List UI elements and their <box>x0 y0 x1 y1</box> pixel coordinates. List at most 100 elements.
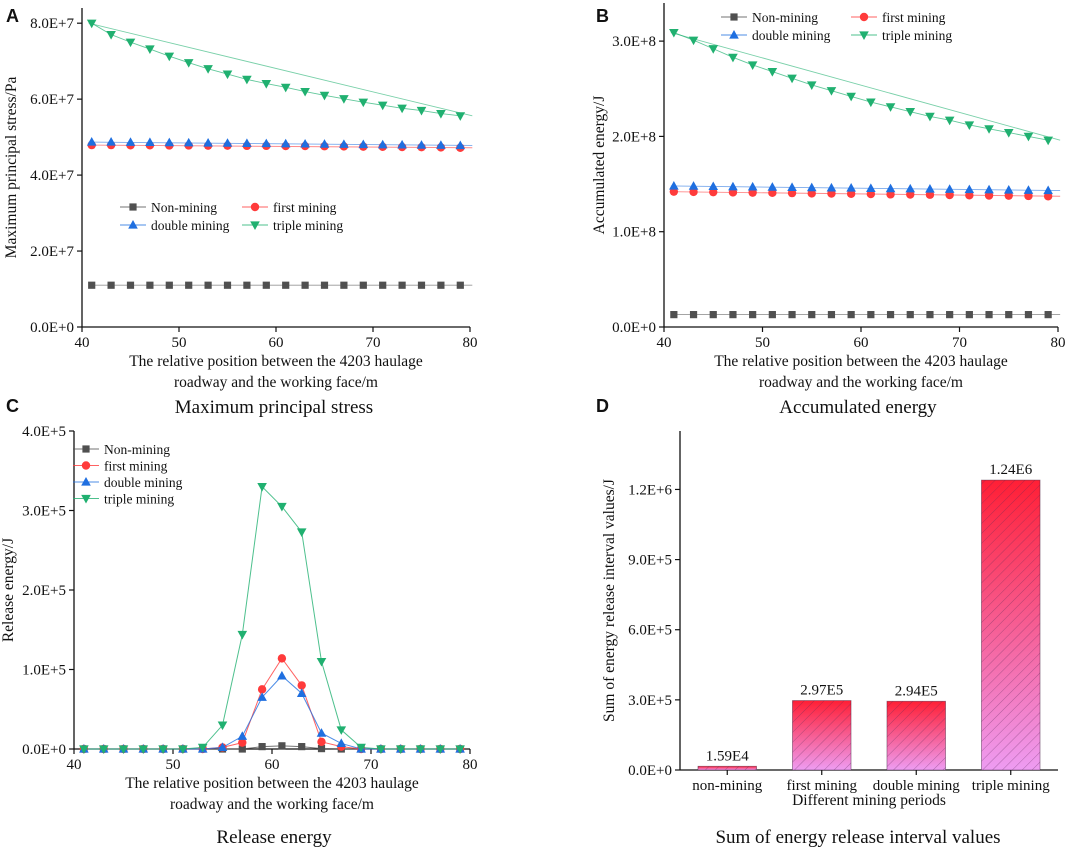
A-y-tick-label: 6.0E+7 <box>30 92 74 108</box>
A-legend-label-double_mining: double mining <box>151 218 230 233</box>
B-point-non_mining <box>1044 311 1052 319</box>
A-legend-label-non_mining: Non-mining <box>151 200 217 215</box>
D-category-label: triple mining <box>972 778 1050 794</box>
C-line-double_mining <box>83 675 461 750</box>
A-y-tick-label: 0.0E+0 <box>30 320 74 336</box>
A-x-tick-label: 80 <box>463 335 478 351</box>
C-point-non_mining <box>317 745 326 753</box>
B-point-double_mining <box>885 183 896 193</box>
D-bar-hatch-2 <box>886 700 946 771</box>
B-y-axis-label: Accumulated energy/J <box>591 96 608 235</box>
B-legend-label-triple_mining: triple mining <box>882 28 952 43</box>
A-point-non_mining <box>165 281 173 289</box>
B-point-non_mining <box>709 311 717 319</box>
C-point-double_mining <box>336 738 347 748</box>
B-point-non_mining <box>788 311 796 319</box>
B-x-tick-label: 80 <box>1051 335 1065 351</box>
B-point-non_mining <box>886 311 895 319</box>
C-legend-marker-double_mining <box>81 477 91 486</box>
A-point-non_mining <box>243 281 251 289</box>
A-point-triple_mining <box>280 83 291 93</box>
B-point-triple_mining <box>767 68 778 77</box>
C-x-tick-label: 70 <box>364 757 379 773</box>
A-point-double_mining <box>261 138 272 148</box>
B-point-first_mining <box>728 188 738 197</box>
B-point-non_mining <box>729 311 737 319</box>
A-point-triple_mining <box>397 104 407 114</box>
B-point-first_mining <box>906 190 915 199</box>
B-point-first_mining <box>689 187 698 197</box>
caption-B: Maximum principal stress <box>175 397 373 418</box>
A-point-triple_mining <box>242 75 252 85</box>
A-point-non_mining <box>282 281 290 289</box>
C-point-triple_mining <box>158 745 168 754</box>
B-point-non_mining <box>1005 311 1013 319</box>
D-data-label: 1.24E6 <box>989 462 1032 478</box>
C-point-double_mining <box>316 728 327 737</box>
B-point-double_mining <box>846 183 856 192</box>
A-point-non_mining <box>107 281 115 289</box>
panel-letter-A: A <box>6 6 19 26</box>
A-point-non_mining <box>359 281 367 289</box>
D-category-label: double mining <box>873 778 961 794</box>
A-fit-triple_mining <box>88 22 473 117</box>
A-point-triple_mining <box>377 101 388 111</box>
bottom-caption-C: Release energy <box>216 827 332 848</box>
C-point-double_mining <box>217 742 228 752</box>
A-point-double_mining <box>125 137 136 146</box>
B-point-first_mining <box>807 189 816 198</box>
C-point-first_mining <box>277 654 287 663</box>
B-point-first_mining <box>984 191 994 200</box>
A-point-triple_mining <box>203 65 213 74</box>
C-line-first_mining <box>83 657 461 750</box>
B-point-triple_mining <box>669 28 679 38</box>
B-point-non_mining <box>749 311 757 319</box>
A-point-double_mining <box>319 139 330 148</box>
A-point-double_mining <box>222 138 233 147</box>
B-point-first_mining <box>886 190 895 199</box>
B-point-first_mining <box>669 187 679 196</box>
B-point-triple_mining <box>984 125 994 134</box>
A-point-double_mining <box>339 139 349 148</box>
B-point-non_mining <box>689 311 698 319</box>
B-point-triple_mining <box>1043 136 1053 146</box>
A-point-triple_mining <box>436 109 446 119</box>
A-legend-label-first_mining: first mining <box>273 200 337 215</box>
C-point-triple_mining <box>336 726 347 735</box>
B-point-non_mining <box>867 311 875 319</box>
C-x-axis-label: The relative position between the 4203 h… <box>125 775 419 792</box>
B-point-triple_mining <box>787 74 797 84</box>
A-point-double_mining <box>280 138 291 148</box>
B-point-first_mining <box>709 187 718 197</box>
A-point-non_mining <box>126 281 135 289</box>
B-legend-label-double_mining: double mining <box>752 28 831 43</box>
C-point-triple_mining <box>118 745 129 754</box>
B-point-first_mining <box>827 189 836 198</box>
C-point-triple_mining <box>138 745 149 754</box>
D-x-axis-label: Different mining periods <box>792 792 946 809</box>
B-point-double_mining <box>806 182 817 192</box>
B-point-triple_mining <box>826 87 837 96</box>
C-legend-label-non_mining: Non-mining <box>104 442 170 457</box>
C-point-triple_mining <box>395 745 406 754</box>
A-point-non_mining <box>398 281 406 289</box>
B-point-double_mining <box>728 181 738 191</box>
C-point-triple_mining <box>98 745 109 754</box>
A-point-double_mining <box>106 137 116 146</box>
B-point-non_mining <box>808 311 816 319</box>
D-y-axis-label: Sum of energy release interval values/J <box>601 479 618 722</box>
B-point-triple_mining <box>846 92 856 102</box>
D-y-tick-label: 1.2E+6 <box>628 482 672 498</box>
B-point-double_mining <box>925 184 935 193</box>
B-point-double_mining <box>1023 185 1034 194</box>
caption-C: Accumulated energy <box>779 397 937 418</box>
A-point-triple_mining <box>319 91 330 101</box>
B-point-double_mining <box>708 181 719 191</box>
A-point-non_mining <box>340 281 348 289</box>
B-point-triple_mining <box>1023 132 1034 142</box>
D-category-label: first mining <box>787 778 858 794</box>
bottom-caption-D: Sum of energy release interval values <box>715 827 1000 848</box>
A-point-double_mining <box>397 139 407 149</box>
B-point-non_mining <box>946 311 954 319</box>
